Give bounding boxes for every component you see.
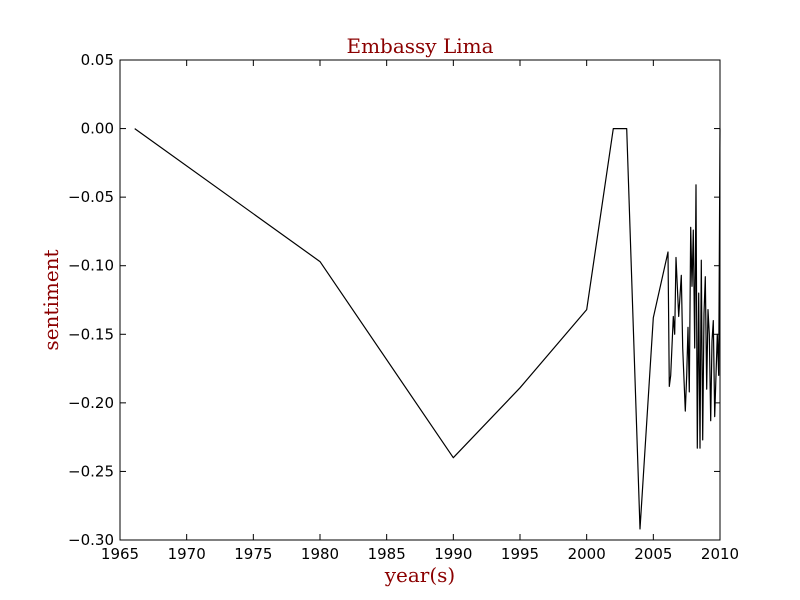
y-tick-label: 0.05 [81, 51, 114, 69]
x-tick-label: 2000 [568, 545, 606, 563]
x-tick-label: 1970 [168, 545, 206, 563]
tick-labels: 1965 1970 1975 1980 1985 1990 1995 2000 2005 2010… [68, 51, 739, 563]
x-tick-label: 2005 [634, 545, 672, 563]
y-tick-label: −0.25 [68, 462, 114, 480]
y-tick-label: −0.30 [68, 531, 114, 549]
x-tick-label: 1985 [368, 545, 406, 563]
series-line [134, 128, 721, 530]
y-axis-label: sentiment [39, 249, 63, 350]
x-tick-label: 2010 [701, 545, 739, 563]
chart-title: Embassy Lima [346, 34, 493, 58]
x-tick-label: 1975 [234, 545, 272, 563]
y-tick-label: −0.05 [68, 188, 114, 206]
y-tick-label: −0.15 [68, 325, 114, 343]
y-tick-label: 0.00 [81, 120, 114, 138]
y-tick-label: −0.20 [68, 394, 114, 412]
x-axis-label: year(s) [384, 563, 456, 587]
x-tick-label: 1980 [301, 545, 339, 563]
axis-ticks [119, 59, 721, 541]
x-tick-label: 1990 [434, 545, 472, 563]
y-tick-label: −0.10 [68, 257, 114, 275]
plot-frame [119, 59, 721, 541]
plot-area [134, 128, 721, 530]
x-tick-label: 1965 [101, 545, 139, 563]
x-tick-label: 1995 [501, 545, 539, 563]
